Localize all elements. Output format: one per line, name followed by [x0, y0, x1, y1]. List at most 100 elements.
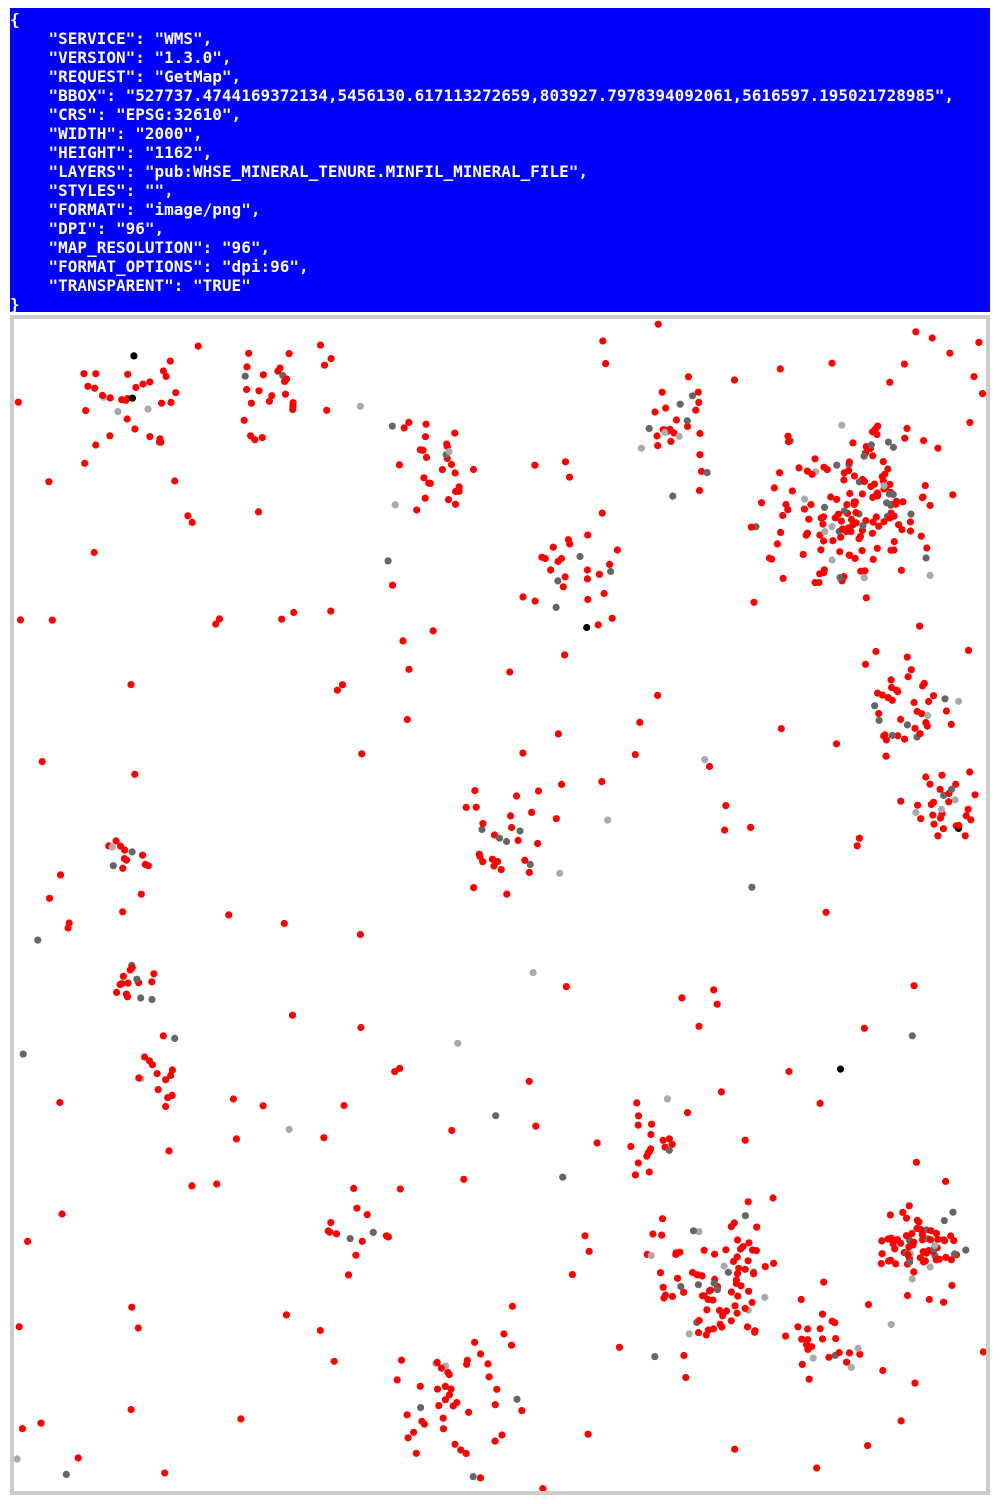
map-point	[860, 477, 869, 485]
request-line: "VERSION": "1.3.0",	[10, 48, 232, 67]
map-point	[438, 466, 446, 474]
map-point	[451, 500, 460, 508]
map-point	[718, 1323, 726, 1331]
map-point	[114, 408, 122, 416]
map-point	[874, 422, 882, 430]
map-point	[820, 1278, 828, 1286]
map-point	[913, 1216, 921, 1224]
map-point	[945, 798, 953, 806]
map-point	[327, 355, 335, 363]
map-point	[817, 546, 825, 554]
map-point	[393, 1376, 401, 1384]
map-point	[877, 1260, 885, 1268]
map-point	[918, 710, 926, 718]
map-point	[144, 405, 152, 413]
map-point	[188, 1182, 196, 1190]
map-point	[880, 732, 888, 740]
map-point	[165, 1147, 173, 1155]
map-point	[600, 589, 608, 598]
map-point	[887, 1234, 895, 1242]
map-point	[829, 537, 837, 545]
map-point	[584, 1430, 592, 1438]
map-point	[352, 1251, 360, 1259]
map-point	[518, 1407, 526, 1415]
map-point	[832, 1335, 840, 1343]
map-point	[750, 1270, 758, 1278]
map-point	[897, 715, 905, 723]
map-point	[237, 1415, 245, 1423]
map-point	[828, 523, 836, 531]
map-point	[568, 1271, 577, 1279]
map-point	[344, 1271, 353, 1279]
request-box: { "SERVICE": "WMS", "VERSION": "1.3.0", …	[10, 8, 990, 314]
map-point	[903, 1291, 912, 1300]
map-point	[281, 390, 290, 398]
map-point	[707, 1286, 715, 1294]
map-point	[899, 498, 907, 506]
map-point	[887, 1320, 895, 1329]
map-point	[916, 622, 924, 630]
map-point	[903, 424, 911, 432]
map-point	[358, 750, 366, 758]
request-line: "DPI": "96",	[10, 219, 165, 238]
map-point	[112, 837, 120, 845]
map-point	[784, 432, 792, 440]
map-point	[316, 1326, 324, 1335]
map-point	[804, 1336, 812, 1344]
map-point	[159, 367, 167, 375]
map-point	[966, 768, 974, 776]
map-point	[930, 820, 938, 828]
map-point	[441, 1382, 449, 1390]
map-point	[128, 848, 136, 856]
map-point	[457, 1446, 465, 1454]
map-point	[885, 1257, 893, 1265]
map-point	[966, 418, 974, 427]
map-point	[811, 455, 819, 463]
map-point	[804, 1345, 812, 1353]
map-point	[805, 1375, 813, 1383]
map-point	[391, 1068, 399, 1076]
map-point	[451, 469, 459, 477]
map-point	[882, 752, 890, 760]
map-point	[447, 1385, 455, 1393]
map-point	[719, 1312, 727, 1320]
map-point	[917, 815, 925, 823]
map-point	[14, 398, 22, 406]
map-point	[672, 416, 681, 424]
request-line: "MAP_RESOLUTION": "96",	[10, 238, 271, 257]
map-point	[146, 433, 154, 441]
map-point	[919, 682, 927, 690]
map-point	[934, 1235, 942, 1243]
map-point	[897, 797, 905, 805]
map-point	[916, 730, 924, 738]
map-point	[145, 1057, 153, 1065]
map-point	[683, 417, 691, 425]
map-point	[119, 908, 127, 916]
map-point	[700, 1246, 708, 1254]
map-point	[554, 577, 562, 585]
map-point	[903, 653, 911, 661]
map-point	[673, 1274, 682, 1282]
map-point	[732, 1276, 741, 1284]
map-point	[761, 1263, 769, 1271]
map-point	[531, 461, 539, 469]
map-point	[526, 860, 534, 869]
map-point	[797, 1295, 805, 1304]
map-point	[918, 1231, 927, 1239]
map-point	[912, 808, 920, 817]
map-point	[825, 1353, 833, 1361]
map-point	[856, 1350, 864, 1358]
map-point	[751, 1327, 759, 1335]
map-point	[144, 862, 152, 870]
map-point	[920, 437, 928, 445]
map-point	[695, 1022, 703, 1030]
map-point	[922, 773, 930, 781]
map-point	[552, 603, 560, 611]
map-point	[937, 805, 946, 813]
map-point	[803, 467, 812, 475]
request-line: "BBOX": "527737.4744169372134,5456130.61…	[10, 86, 955, 105]
map-point	[647, 1251, 655, 1260]
map-point	[132, 383, 140, 392]
map-point	[444, 496, 453, 504]
map-point	[910, 1238, 918, 1246]
